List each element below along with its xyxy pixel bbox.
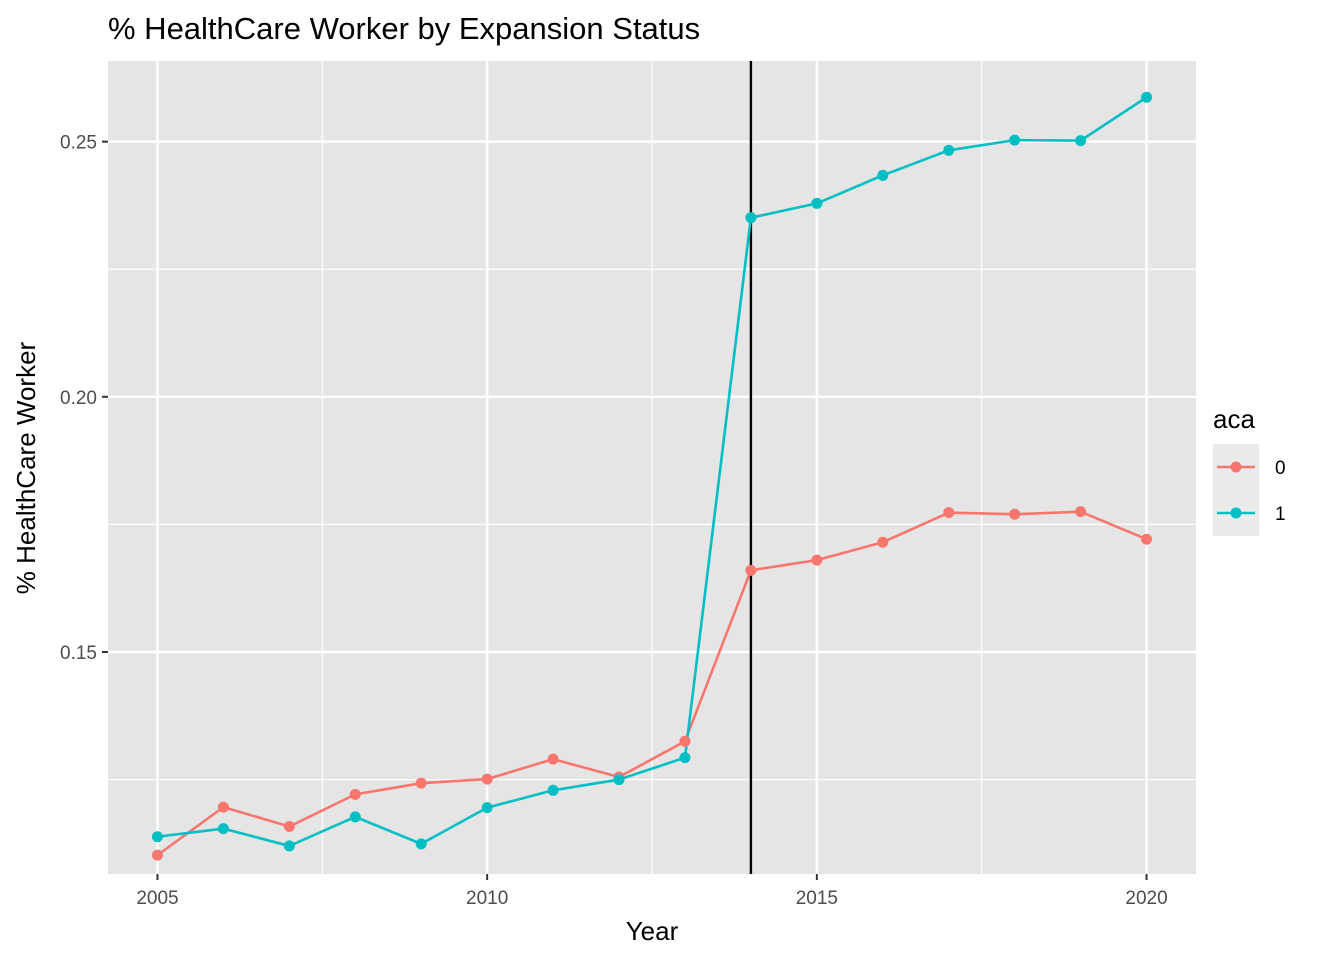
point-series-1-2019 xyxy=(1075,135,1087,147)
point-series-1-2017 xyxy=(943,144,955,156)
x-tick-label-2: 2015 xyxy=(796,888,838,909)
legend-key-point-0 xyxy=(1230,461,1242,473)
point-series-0-2005 xyxy=(151,849,163,861)
point-series-1-2014 xyxy=(745,212,757,224)
series-line-1 xyxy=(157,96,1148,848)
x-axis-ticks: 2005 2010 2015 2020 xyxy=(136,874,1168,909)
legend-keys: 01 xyxy=(1213,444,1286,536)
point-series-0-2007 xyxy=(283,821,295,833)
chart-title: % HealthCare Worker by Expansion Status xyxy=(108,11,700,46)
y-axis-title: % HealthCare Worker xyxy=(11,341,41,594)
point-series-0-2019 xyxy=(1075,506,1087,518)
point-series-0-2009 xyxy=(415,777,427,789)
major-gridlines xyxy=(108,61,1196,874)
x-tick-label-0: 2005 xyxy=(136,888,178,909)
y-tick-label-0: 0.15 xyxy=(60,643,97,664)
point-series-0-2008 xyxy=(349,788,361,800)
point-series-0-2014 xyxy=(745,564,757,576)
point-series-0-2016 xyxy=(877,536,889,548)
point-series-0-2018 xyxy=(1009,508,1021,520)
minor-gridlines xyxy=(108,61,1196,874)
point-series-1-2018 xyxy=(1009,134,1021,146)
y-axis-ticks: 0.15 0.20 0.25 xyxy=(60,133,108,664)
y-tick-label-2: 0.25 xyxy=(60,133,97,154)
point-series-1-2008 xyxy=(349,811,361,823)
series-points xyxy=(151,91,1153,861)
point-series-1-2011 xyxy=(547,784,559,796)
x-tick-label-1: 2010 xyxy=(466,888,508,909)
point-series-0-2006 xyxy=(217,801,229,813)
legend-label-1: 1 xyxy=(1275,504,1286,525)
point-series-1-2015 xyxy=(811,197,823,209)
x-axis-title: Year xyxy=(626,916,679,946)
point-series-1-2020 xyxy=(1141,91,1153,103)
point-series-0-2015 xyxy=(811,554,823,566)
point-series-1-2009 xyxy=(415,838,427,850)
point-series-1-2012 xyxy=(613,774,625,786)
point-series-0-2011 xyxy=(547,753,559,765)
legend-title: aca xyxy=(1213,404,1255,434)
series-lines xyxy=(156,96,1148,857)
point-series-1-2006 xyxy=(217,823,229,835)
plot-panel xyxy=(108,61,1196,874)
series-line-0 xyxy=(156,510,1148,857)
legend-label-0: 0 xyxy=(1275,458,1286,479)
point-series-1-2007 xyxy=(283,840,295,852)
point-series-0-2020 xyxy=(1141,533,1153,545)
y-tick-label-1: 0.20 xyxy=(60,388,97,409)
point-series-0-2010 xyxy=(481,773,493,785)
legend: aca 01 xyxy=(1213,404,1286,536)
point-series-1-2010 xyxy=(481,802,493,814)
point-series-0-2017 xyxy=(943,507,955,519)
point-series-0-2013 xyxy=(679,735,691,747)
legend-key-point-1 xyxy=(1230,507,1242,519)
point-series-1-2005 xyxy=(151,831,163,843)
point-series-1-2016 xyxy=(877,169,889,181)
x-tick-label-3: 2020 xyxy=(1125,888,1167,909)
point-series-1-2013 xyxy=(679,752,691,764)
